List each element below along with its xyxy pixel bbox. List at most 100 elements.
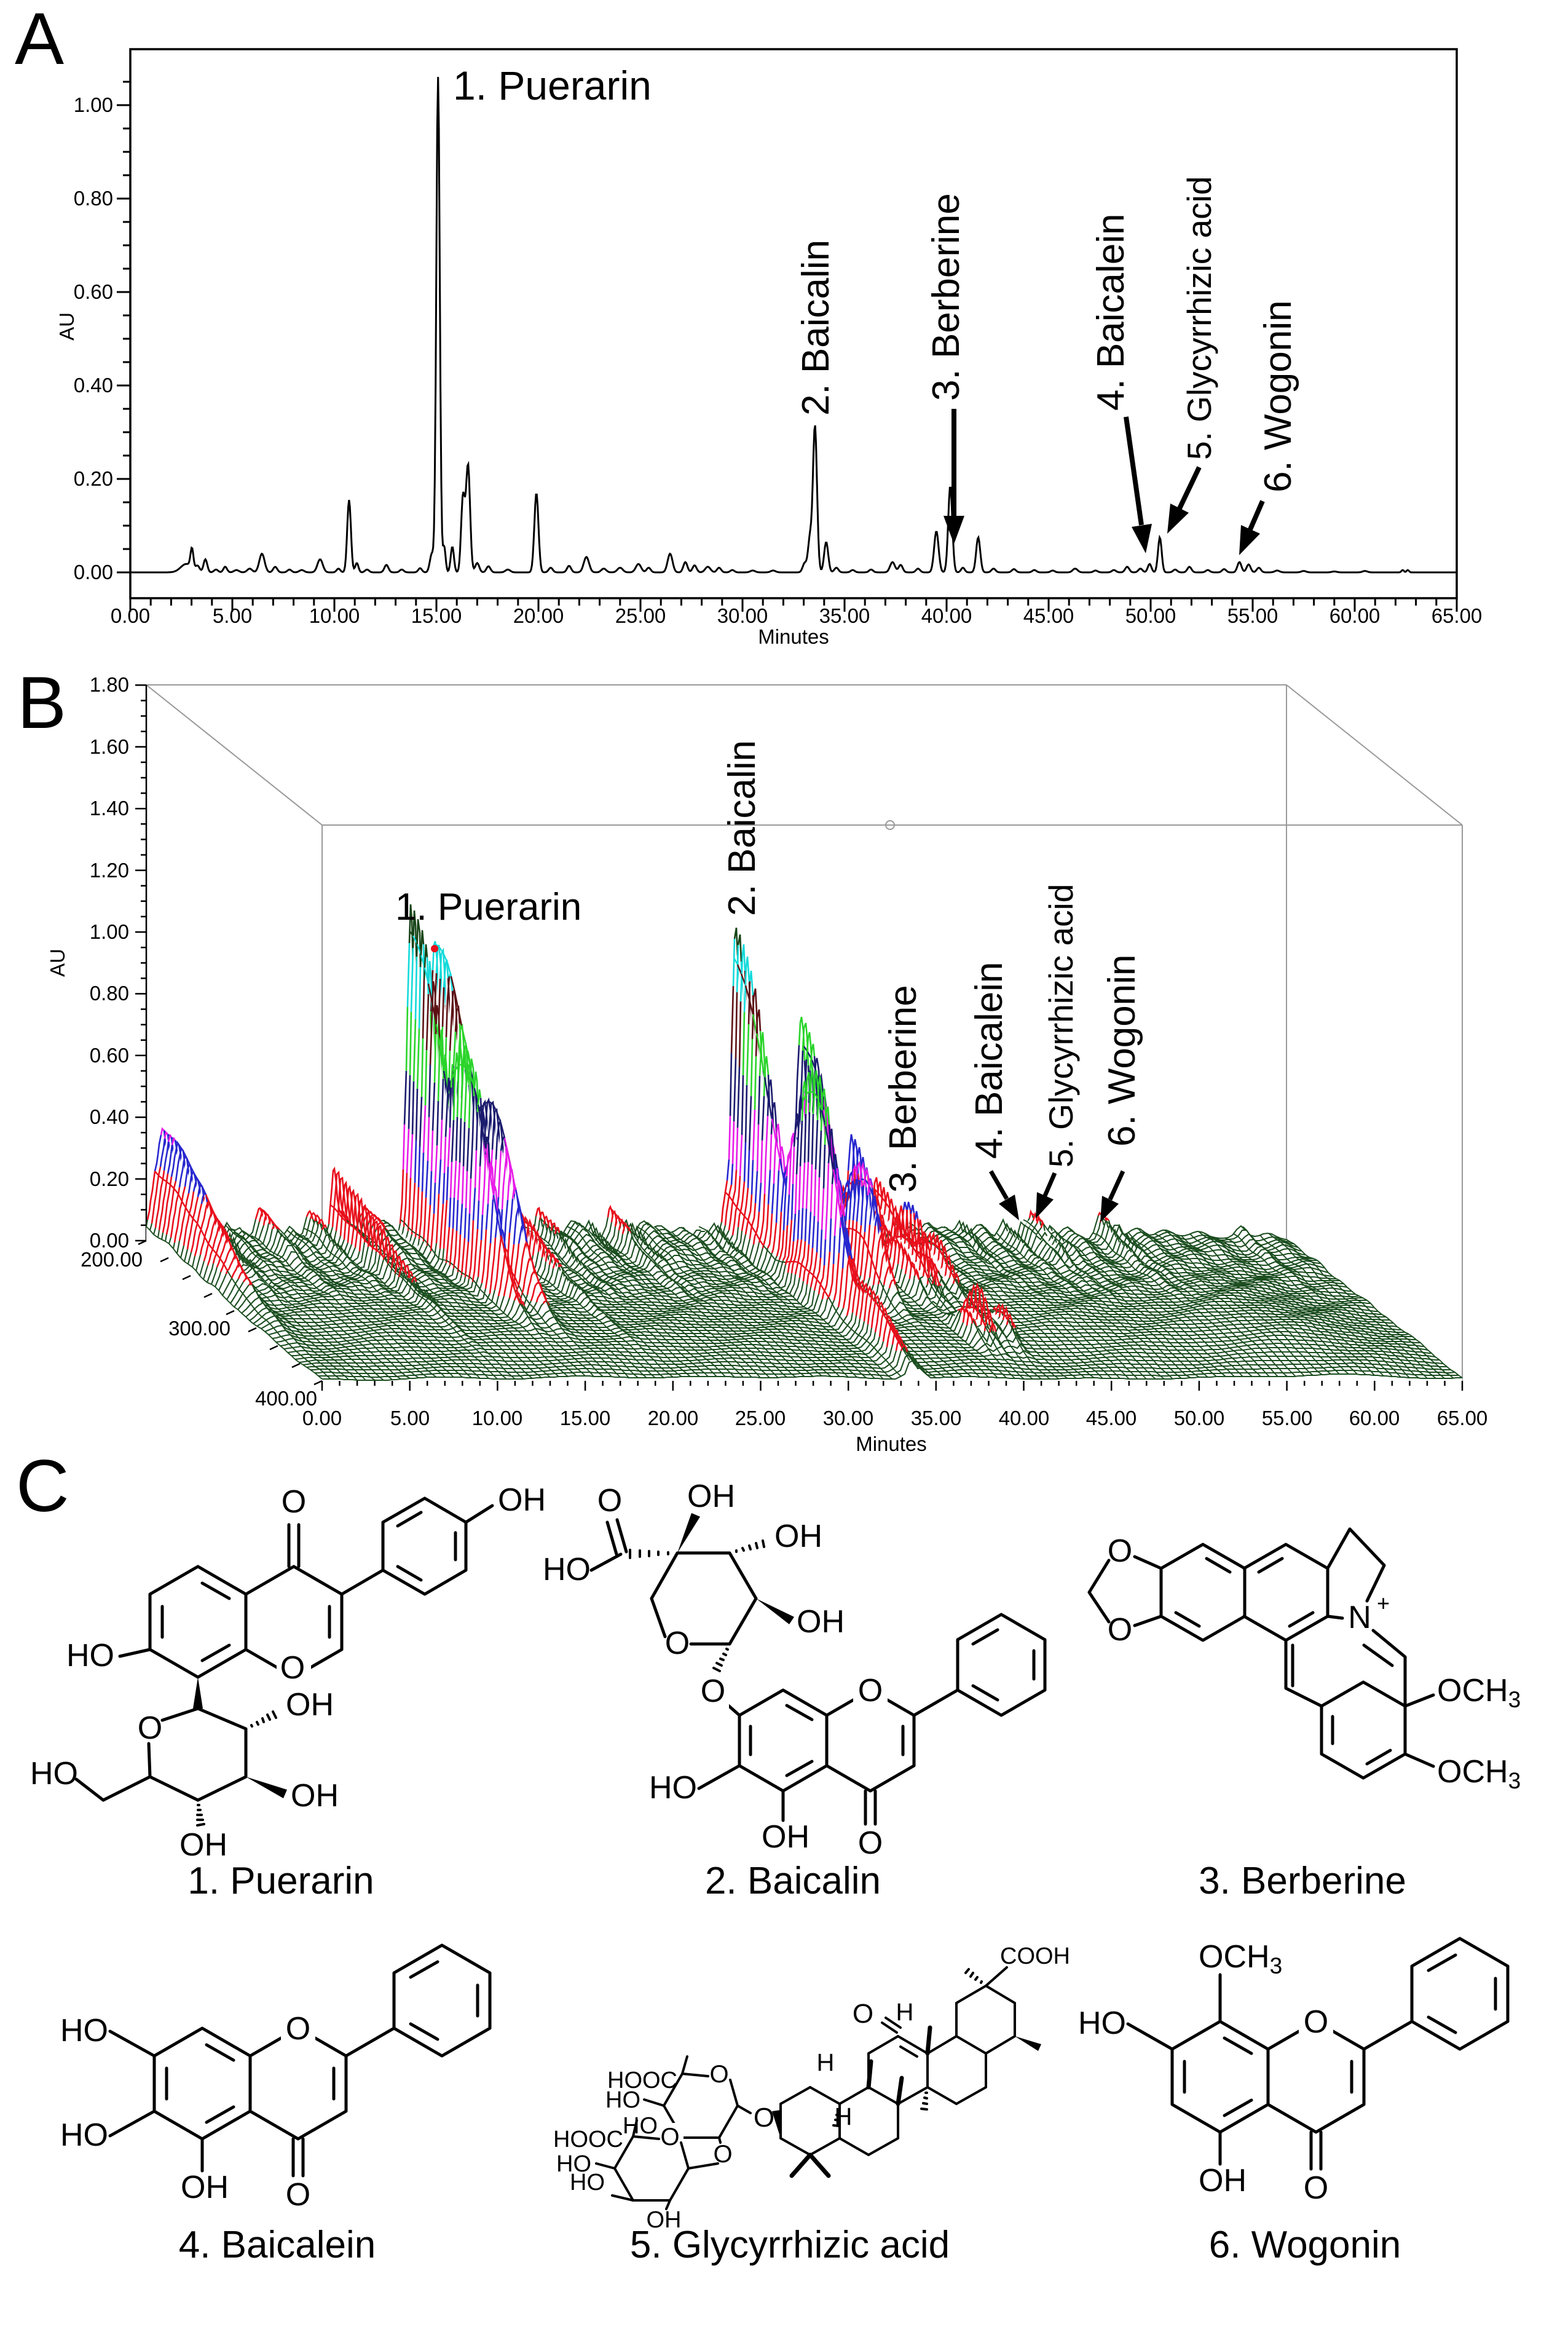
svg-text:O: O — [754, 2103, 774, 2133]
svg-text:40.00: 40.00 — [999, 1407, 1050, 1429]
svg-text:60.00: 60.00 — [1330, 604, 1381, 627]
svg-text:5. Glycyrrhizic acid: 5. Glycyrrhizic acid — [630, 2224, 950, 2266]
svg-text:1.00: 1.00 — [90, 920, 129, 943]
svg-text:6. Wogonin: 6. Wogonin — [1101, 954, 1143, 1147]
svg-text:15.00: 15.00 — [560, 1407, 611, 1429]
svg-text:65.00: 65.00 — [1432, 604, 1483, 627]
svg-text:0.60: 0.60 — [90, 1044, 129, 1067]
svg-text:0.00: 0.00 — [111, 604, 150, 627]
svg-text:1.00: 1.00 — [74, 93, 113, 116]
svg-text:1. Puerarin: 1. Puerarin — [187, 1860, 374, 1902]
svg-text:6. Wogonin: 6. Wogonin — [1209, 2224, 1401, 2266]
svg-text:300.00: 300.00 — [168, 1317, 230, 1340]
svg-text:OH: OH — [498, 1482, 546, 1518]
svg-text:O: O — [858, 1673, 883, 1709]
svg-text:30.00: 30.00 — [823, 1407, 874, 1429]
svg-text:HO: HO — [60, 2013, 108, 2049]
svg-text:1. Puerarin: 1. Puerarin — [395, 886, 581, 928]
svg-text:1.80: 1.80 — [90, 673, 129, 696]
svg-text:OH: OH — [1199, 2163, 1247, 2199]
svg-text:5.00: 5.00 — [213, 604, 252, 627]
svg-text:0.40: 0.40 — [74, 374, 113, 397]
svg-text:O: O — [853, 1999, 873, 2029]
svg-text:AU: AU — [46, 949, 69, 977]
svg-text:HOOC: HOOC — [553, 2127, 623, 2152]
svg-text:1.40: 1.40 — [90, 797, 129, 820]
svg-text:5. Glycyrrhizic acid: 5. Glycyrrhizic acid — [1180, 176, 1218, 460]
svg-text:40.00: 40.00 — [921, 604, 972, 627]
svg-text:10.00: 10.00 — [309, 604, 360, 627]
svg-text:OH: OH — [774, 1519, 822, 1554]
svg-text:25.00: 25.00 — [615, 604, 666, 627]
svg-text:4. Baicalein: 4. Baicalein — [179, 2224, 376, 2266]
svg-text:OCH3: OCH3 — [1199, 1939, 1282, 1978]
svg-text:O: O — [286, 2011, 310, 2047]
svg-text:2. Baicalin: 2. Baicalin — [705, 1860, 881, 1902]
svg-text:15.00: 15.00 — [411, 604, 462, 627]
svg-text:Minutes: Minutes — [758, 625, 829, 648]
svg-text:45.00: 45.00 — [1086, 1407, 1137, 1429]
svg-text:O: O — [138, 1710, 162, 1746]
svg-text:55.00: 55.00 — [1262, 1407, 1313, 1429]
svg-text:65.00: 65.00 — [1437, 1407, 1488, 1429]
svg-text:0.60: 0.60 — [74, 280, 113, 303]
svg-text:OH: OH — [687, 1479, 735, 1514]
svg-text:C: C — [16, 1445, 69, 1527]
svg-text:B: B — [17, 662, 66, 744]
svg-text:OH: OH — [762, 1819, 810, 1855]
svg-text:20.00: 20.00 — [513, 604, 564, 627]
svg-text:O: O — [1304, 2004, 1328, 2040]
svg-text:20.00: 20.00 — [648, 1407, 699, 1429]
svg-text:3. Berberine: 3. Berberine — [925, 193, 967, 401]
svg-text:50.00: 50.00 — [1125, 604, 1176, 627]
svg-text:H: H — [896, 1999, 914, 2026]
svg-text:AU: AU — [55, 312, 78, 341]
svg-text:O: O — [701, 1673, 725, 1709]
svg-text:H: H — [817, 2049, 835, 2076]
svg-text:O: O — [1108, 1533, 1132, 1569]
svg-text:O: O — [660, 2124, 679, 2151]
svg-text:4. Baicalein: 4. Baicalein — [1090, 213, 1132, 411]
svg-text:O: O — [286, 2177, 310, 2213]
svg-text:O: O — [1304, 2170, 1328, 2206]
svg-text:0.00: 0.00 — [74, 561, 113, 583]
svg-text:O: O — [597, 1483, 622, 1519]
svg-text:OCH3: OCH3 — [1437, 1673, 1521, 1712]
svg-text:O: O — [1108, 1612, 1132, 1648]
svg-text:H: H — [835, 2103, 853, 2130]
svg-text:0.40: 0.40 — [90, 1105, 129, 1128]
svg-text:6. Wogonin: 6. Wogonin — [1257, 300, 1299, 492]
svg-text:OH: OH — [291, 1778, 339, 1814]
svg-text:5.00: 5.00 — [390, 1407, 430, 1429]
svg-text:0.80: 0.80 — [90, 982, 129, 1005]
svg-text:OH: OH — [647, 2207, 682, 2233]
svg-text:0.00: 0.00 — [90, 1229, 129, 1252]
svg-text:5. Glycyrrhizic acid: 5. Glycyrrhizic acid — [1042, 884, 1080, 1168]
svg-text:HOOC: HOOC — [607, 2068, 677, 2093]
svg-text:30.00: 30.00 — [717, 604, 768, 627]
svg-text:1.20: 1.20 — [90, 859, 129, 882]
svg-text:10.00: 10.00 — [472, 1407, 523, 1429]
svg-text:OH: OH — [181, 2170, 229, 2205]
svg-text:60.00: 60.00 — [1349, 1407, 1400, 1429]
svg-text:HO: HO — [1078, 2005, 1126, 2041]
svg-text:0.00: 0.00 — [302, 1407, 342, 1429]
svg-text:50.00: 50.00 — [1174, 1407, 1225, 1429]
svg-text:OH: OH — [179, 1827, 227, 1863]
svg-text:4. Baicalein: 4. Baicalein — [968, 962, 1011, 1159]
svg-text:HO: HO — [556, 2151, 591, 2177]
svg-text:35.00: 35.00 — [819, 604, 870, 627]
svg-text:0.20: 0.20 — [90, 1168, 129, 1190]
svg-text:0.80: 0.80 — [74, 187, 113, 210]
svg-text:1.60: 1.60 — [90, 735, 129, 758]
svg-text:O: O — [665, 1626, 690, 1661]
svg-text:Minutes: Minutes — [856, 1432, 927, 1455]
svg-text:OH: OH — [286, 1687, 334, 1723]
svg-text:HO: HO — [623, 2113, 658, 2139]
svg-text:35.00: 35.00 — [911, 1407, 962, 1429]
svg-text:O: O — [709, 2061, 728, 2088]
svg-text:OH: OH — [797, 1604, 845, 1640]
svg-text:O: O — [280, 1650, 305, 1686]
svg-text:HO: HO — [30, 1756, 78, 1792]
svg-text:2. Baicalin: 2. Baicalin — [721, 740, 763, 916]
